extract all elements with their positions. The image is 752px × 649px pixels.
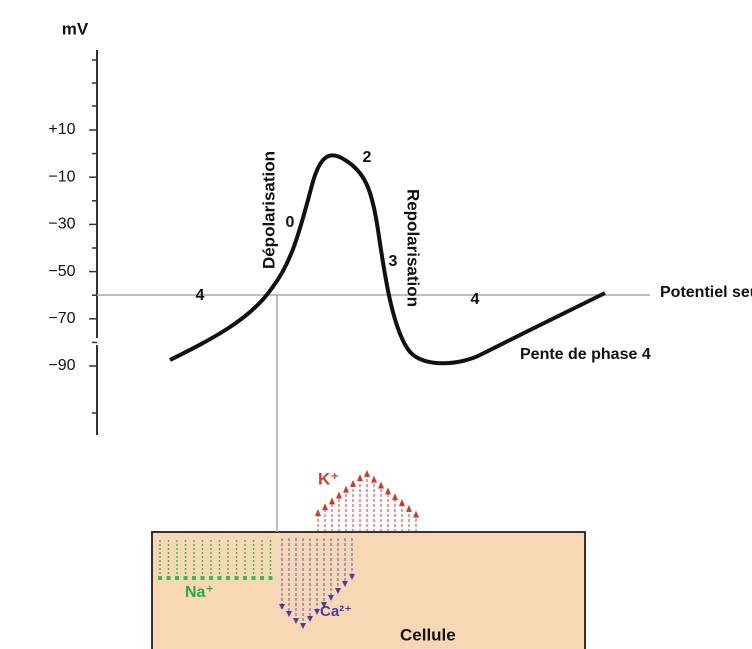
- tick-group: +10 −10 −30 −50 −70 −90: [48, 59, 97, 414]
- calcium-head: [321, 602, 327, 608]
- calcium-head: [286, 611, 292, 617]
- calcium-head: [335, 588, 341, 594]
- y-tick-label: −70: [48, 310, 75, 327]
- sodium-dot: [200, 576, 205, 580]
- calcium-head: [349, 574, 355, 580]
- calcium-head: [307, 616, 313, 622]
- potassium-head: [385, 487, 391, 495]
- potassium-head: [322, 503, 328, 511]
- sodium-dot: [175, 576, 179, 580]
- potassium-head: [392, 493, 398, 501]
- potassium-head: [371, 475, 377, 483]
- calcium-head: [328, 595, 334, 601]
- potassium-head: [350, 479, 356, 487]
- sodium-dot: [217, 576, 222, 580]
- cell-box: [151, 531, 586, 649]
- potassium-head: [343, 485, 349, 493]
- y-tick-label: −50: [48, 263, 75, 280]
- threshold-label: Potentiel seuil: [660, 284, 752, 301]
- potassium-head: [315, 509, 321, 516]
- potassium-head: [378, 481, 384, 489]
- depolarisation-label: Dépolarisation: [259, 151, 278, 269]
- sodium-dot: [243, 576, 247, 580]
- potassium-head: [413, 510, 419, 518]
- sodium-dot: [268, 576, 273, 580]
- calcium-head: [279, 604, 285, 610]
- phase-label: 2: [363, 149, 372, 166]
- calcium-head: [293, 618, 299, 624]
- repolarisation-label: Repolarisation: [404, 189, 423, 307]
- y-tick-label: +10: [48, 121, 75, 138]
- sodium-dot: [234, 576, 239, 580]
- y-tick-label: −30: [48, 216, 75, 233]
- sodium-label: Na⁺: [185, 584, 214, 601]
- sodium-dot: [251, 576, 256, 580]
- phase-label: 4: [471, 291, 480, 308]
- potassium-head: [329, 497, 335, 505]
- sodium-dot: [158, 576, 162, 580]
- sodium-dot: [260, 576, 264, 580]
- potassium-head: [406, 504, 412, 512]
- ion-arrows: [315, 469, 419, 532]
- potassium-head: [357, 474, 363, 481]
- calcium-label: Ca²⁺: [320, 603, 352, 620]
- sodium-dot: [209, 576, 213, 580]
- potassium-head: [364, 469, 370, 477]
- phase-label: 0: [286, 214, 295, 231]
- cell-label: Cellule: [400, 625, 456, 644]
- axis-unit: mV: [62, 19, 89, 38]
- action-potential-curve: [169, 153, 606, 366]
- ion-arrows-inside: [158, 538, 355, 629]
- phase-label: 3: [389, 253, 398, 270]
- slope-label: Pente de phase 4: [520, 346, 651, 363]
- calcium-head: [314, 609, 320, 615]
- potassium-label: K⁺: [318, 469, 339, 488]
- y-tick-label: −90: [48, 357, 75, 374]
- sodium-dot: [166, 576, 171, 580]
- sodium-dot: [183, 576, 188, 580]
- potassium-head: [399, 499, 405, 506]
- calcium-head: [300, 623, 306, 629]
- y-tick-label: −10: [48, 168, 75, 185]
- potassium-head: [336, 491, 342, 499]
- calcium-head: [342, 581, 348, 587]
- sodium-dot: [192, 576, 196, 580]
- sodium-dot: [226, 576, 230, 580]
- phase-label: 4: [196, 287, 205, 304]
